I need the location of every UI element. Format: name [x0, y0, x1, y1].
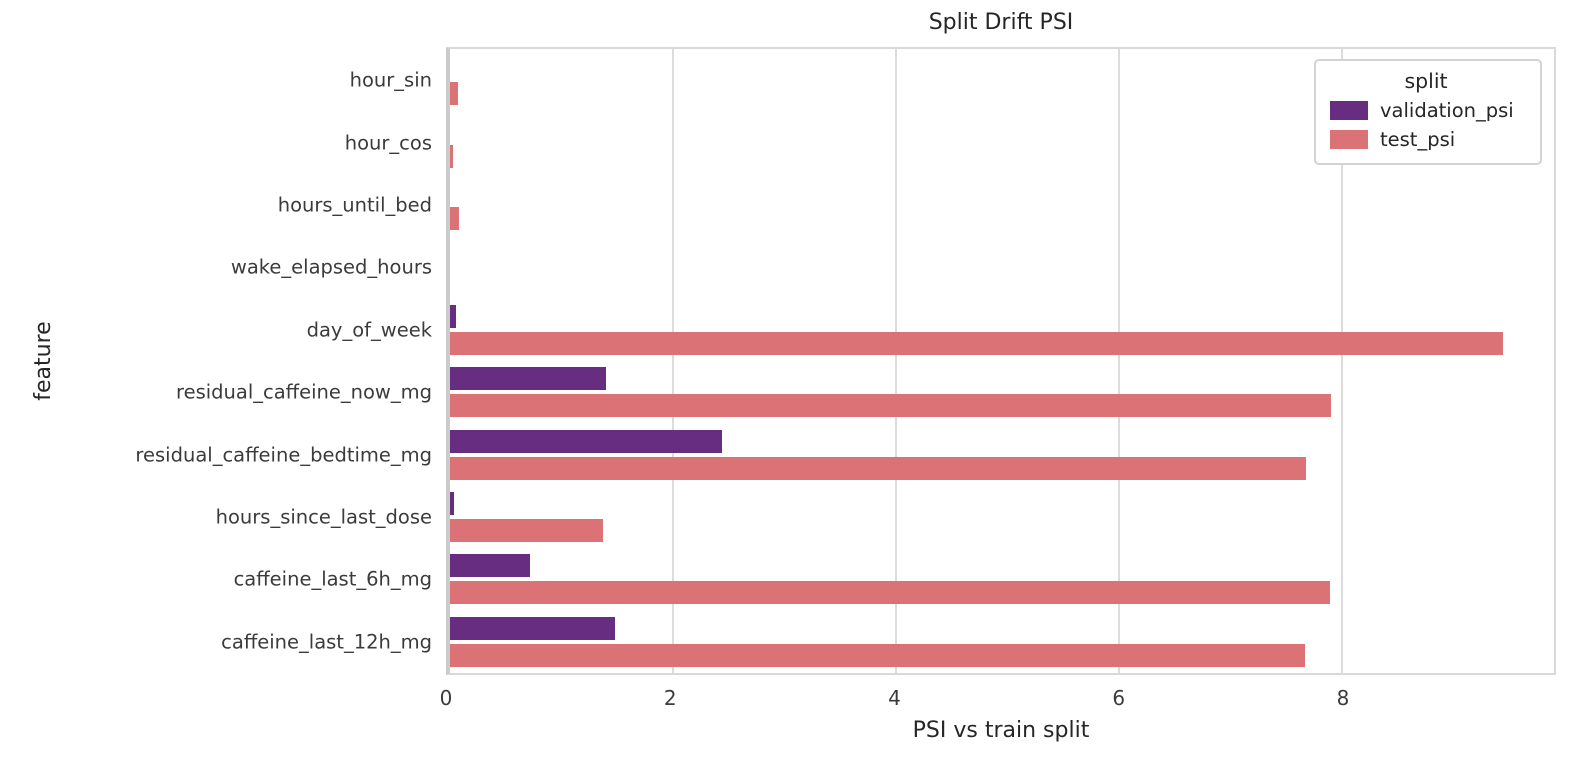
gridline-2	[672, 49, 675, 673]
bar-validation_psi	[450, 616, 616, 640]
category-label: hour_sin	[349, 68, 432, 92]
bar-validation_psi	[450, 367, 607, 391]
bar-test_psi	[450, 144, 454, 168]
legend-swatch-validation_psi	[1330, 101, 1368, 120]
category-row: hour_cos	[345, 111, 1554, 173]
bar-test_psi	[450, 456, 1307, 480]
bar-group	[450, 174, 1554, 236]
legend-item: validation_psi	[1330, 99, 1522, 122]
legend-item-label: test_psi	[1380, 128, 1456, 151]
category-label: caffeine_last_12h_mg	[221, 630, 432, 654]
rows: hour_sin hour_cos hours_until_bed wake_elap…	[135, 49, 1554, 673]
bar-validation_psi	[450, 554, 531, 578]
category-label: day_of_week	[306, 318, 432, 342]
legend: split validation_psi test_psi	[1314, 59, 1542, 165]
bar-test_psi	[450, 643, 1306, 667]
bar-group	[450, 548, 1554, 610]
bar-group	[450, 611, 1554, 673]
bar-validation_psi	[450, 304, 456, 328]
bar-test_psi	[450, 82, 458, 106]
category-row: hours_until_bed	[278, 174, 1554, 236]
category-label: caffeine_last_6h_mg	[233, 567, 432, 591]
legend-item: test_psi	[1330, 128, 1522, 151]
gridline-8	[1341, 49, 1344, 673]
bar-group	[450, 111, 1554, 173]
bar-test_psi	[450, 331, 1503, 355]
bar-validation_psi	[450, 492, 455, 516]
bar-group	[450, 486, 1554, 548]
legend-swatch-test_psi	[1330, 130, 1368, 149]
bar-group	[450, 236, 1554, 298]
category-label: hours_until_bed	[277, 193, 432, 217]
category-label: residual_caffeine_bedtime_mg	[135, 443, 432, 467]
category-label: hour_cos	[344, 131, 432, 155]
category-row: day_of_week	[307, 299, 1554, 361]
category-row: caffeine_last_6h_mg	[234, 548, 1554, 610]
legend-title: split	[1404, 69, 1448, 93]
category-label: hours_since_last_dose	[215, 505, 432, 529]
legend-items: validation_psi test_psi	[1330, 99, 1522, 151]
x-tick-label: 2	[663, 686, 677, 710]
bar-group	[450, 299, 1554, 361]
bar-validation_psi	[450, 429, 723, 453]
y-axis-label: feature	[31, 321, 57, 401]
bar-test_psi	[450, 207, 459, 231]
bar-test_psi	[450, 581, 1330, 605]
legend-item-label: validation_psi	[1380, 99, 1514, 122]
bar-group	[450, 49, 1554, 111]
category-row: residual_caffeine_bedtime_mg	[135, 423, 1554, 485]
x-tick-label: 8	[1336, 686, 1350, 710]
plot-area: hour_sin hour_cos hours_until_bed wake_elap…	[135, 47, 1556, 675]
category-row: wake_elapsed_hours	[231, 236, 1554, 298]
x-axis-label: PSI vs train split	[912, 718, 1090, 743]
chart-title: Split Drift PSI	[928, 10, 1074, 35]
category-row: hours_since_last_dose	[216, 486, 1554, 548]
category-row: hour_sin	[350, 49, 1554, 111]
category-label: residual_caffeine_now_mg	[175, 380, 432, 404]
x-tick-labels: 0 2 4 6 8	[440, 686, 1556, 710]
category-row: caffeine_last_12h_mg	[221, 611, 1554, 673]
bar-test_psi	[450, 394, 1331, 418]
x-tick-label: 4	[888, 686, 901, 710]
bar-group	[450, 361, 1554, 423]
category-label: wake_elapsed_hours	[230, 255, 432, 279]
x-tick-label: 6	[1112, 686, 1126, 710]
bar-group	[450, 423, 1554, 485]
gridline-6	[1118, 49, 1121, 673]
bar-test_psi	[450, 519, 603, 543]
gridline-4	[895, 49, 898, 673]
category-row: residual_caffeine_now_mg	[176, 361, 1554, 423]
x-tick-label: 0	[439, 686, 453, 710]
